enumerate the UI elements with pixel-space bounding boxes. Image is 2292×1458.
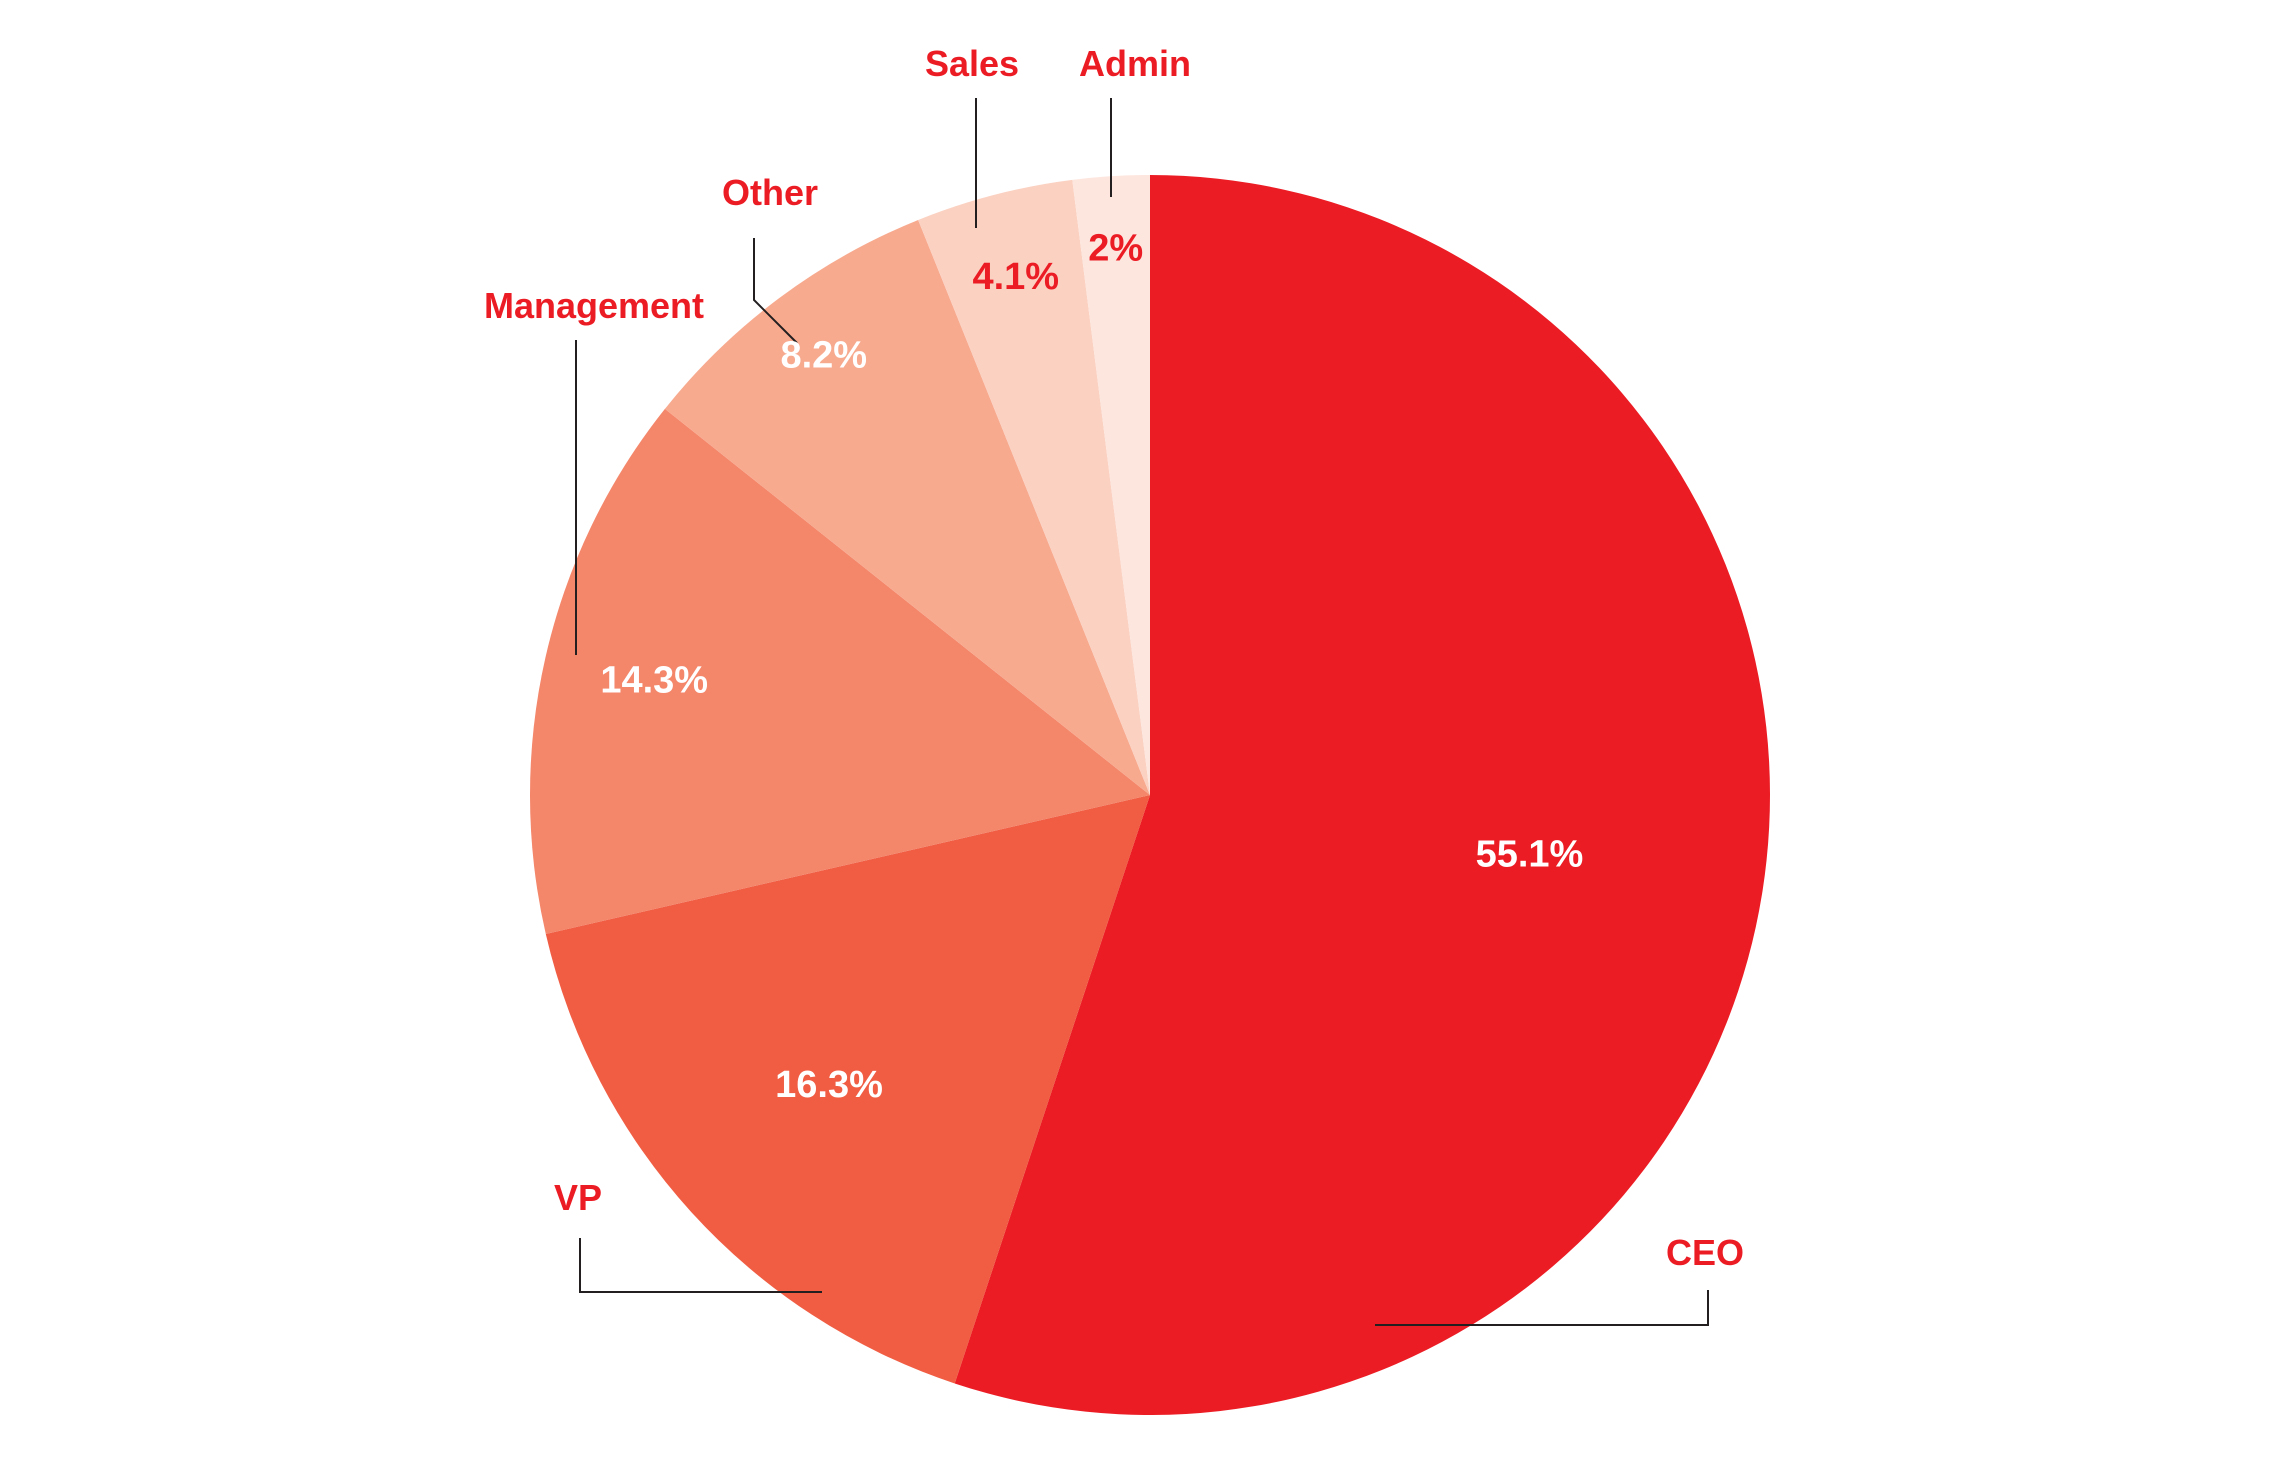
value-label-other: 8.2% <box>780 335 867 377</box>
pie-slice-sales <box>918 179 1150 795</box>
pie-slice-vp <box>545 795 1150 1384</box>
pie-slices <box>530 175 1770 1415</box>
leader-lines <box>575 98 1709 1326</box>
value-label-management: 14.3% <box>600 660 708 702</box>
category-label-vp: VP <box>554 1177 602 1218</box>
pie-slice-ceo <box>954 175 1770 1415</box>
value-label-ceo: 55.1% <box>1476 833 1584 875</box>
leader-line-vp <box>579 1238 822 1293</box>
value-label-vp: 16.3% <box>775 1064 883 1106</box>
pie-slice-other <box>664 219 1150 795</box>
leader-line-other <box>753 238 798 344</box>
category-label-sales: Sales <box>925 43 1019 84</box>
value-labels: 55.1% 16.3% 14.3% 8.2% 4.1% 2% <box>600 228 1583 1107</box>
category-label-admin: Admin <box>1079 43 1191 84</box>
pie-slice-management <box>530 408 1150 935</box>
category-label-management: Management <box>484 285 704 326</box>
category-labels: CEO VP Management Other Sales Admin <box>484 43 1744 1273</box>
value-label-sales: 4.1% <box>972 256 1059 298</box>
leader-line-ceo <box>1375 1290 1709 1326</box>
category-label-ceo: CEO <box>1666 1232 1744 1273</box>
category-label-other: Other <box>722 172 818 213</box>
value-label-admin: 2% <box>1088 228 1143 270</box>
pie-slice-admin <box>1072 175 1150 795</box>
